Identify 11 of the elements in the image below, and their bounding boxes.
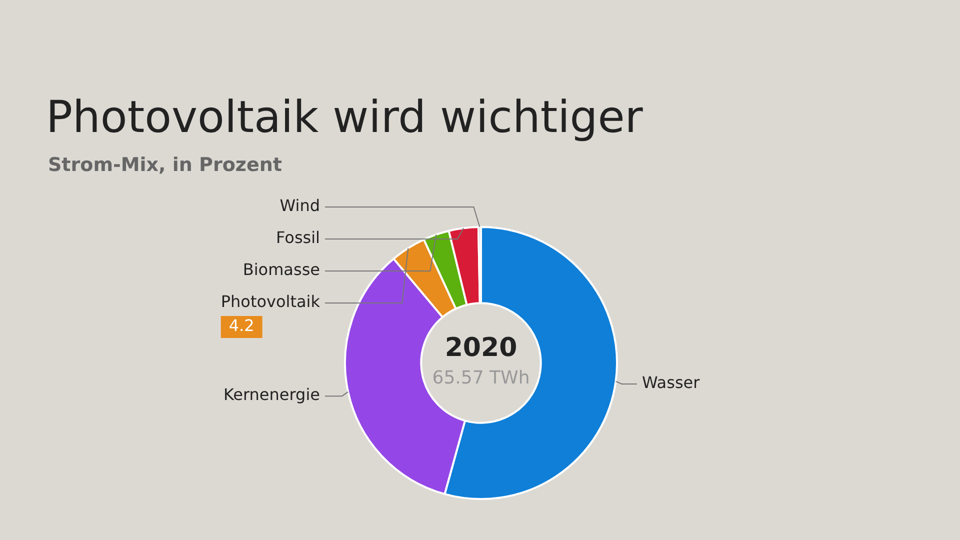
slice-label: Fossil [276,228,320,248]
slice-label: Biomasse [242,260,320,280]
text: 2020 [444,332,518,363]
text: 65.57 TWh [432,368,530,389]
slice-label: Wasser [642,373,700,392]
chart-subtitle: Strom-Mix, in Prozent [48,154,282,176]
slice-label: Kernenergie [223,385,320,404]
data-label: 4.2 [228,316,254,336]
chart-title: Photovoltaik wird wichtiger [46,92,643,143]
slice-label: Wind [280,196,320,216]
slice-label: Photovoltaik [220,292,321,312]
